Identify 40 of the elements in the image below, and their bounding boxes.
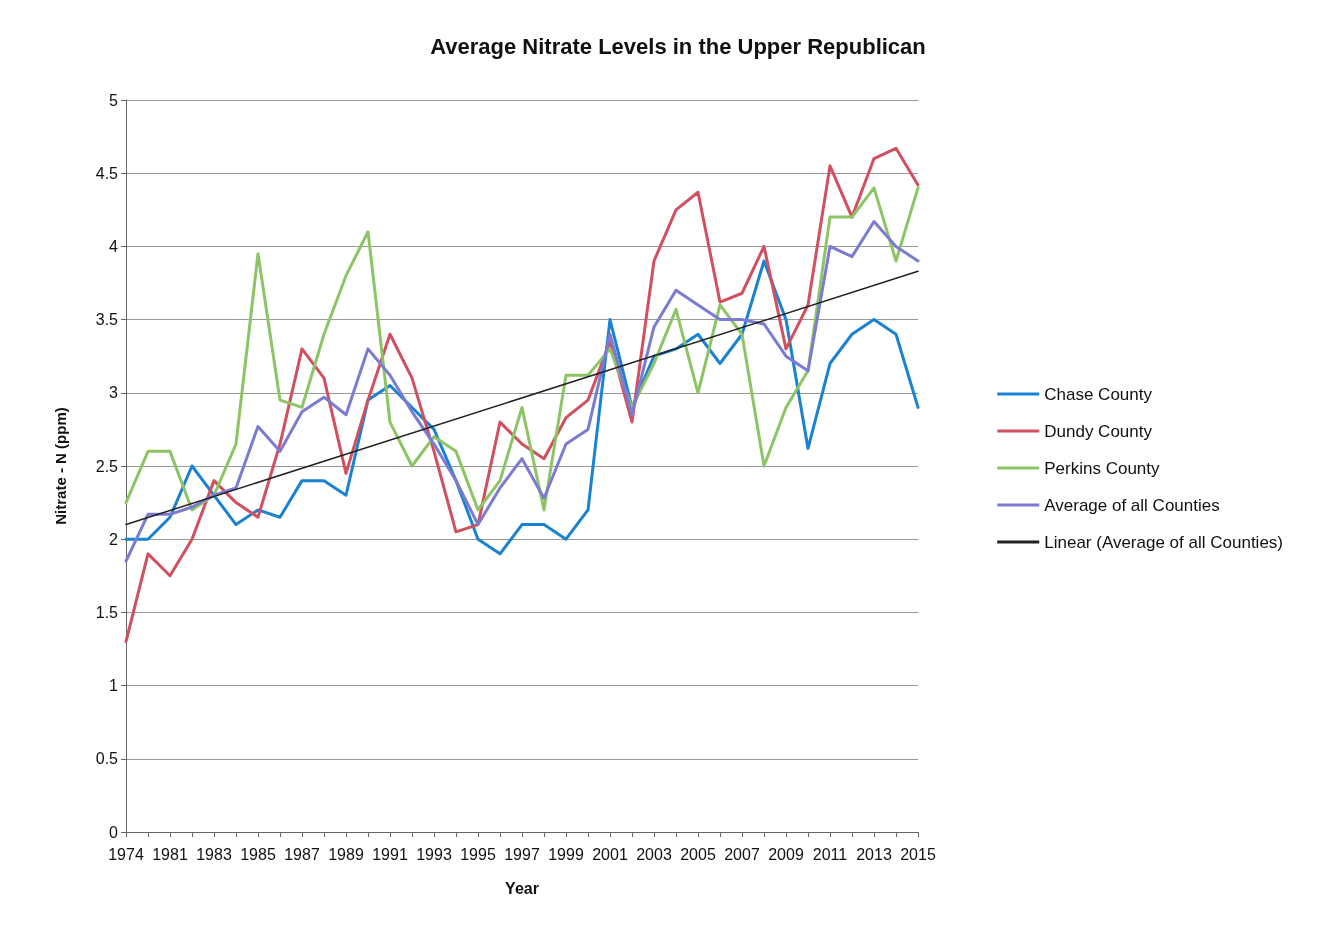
legend-label: Chase County <box>1044 384 1153 404</box>
legend-label: Perkins County <box>1044 458 1161 478</box>
y-tick-label: 0 <box>109 823 119 841</box>
x-tick-label: 1981 <box>152 845 188 863</box>
legend-label: Linear (Average of all Counties) <box>1044 532 1283 552</box>
y-tick-label: 2 <box>109 530 119 548</box>
x-tick-label: 1997 <box>504 845 540 863</box>
x-tick-label: 1995 <box>460 845 496 863</box>
y-tick-label: 1 <box>109 677 119 695</box>
y-tick-label: 3 <box>109 384 119 402</box>
x-tick-label: 2007 <box>724 845 760 863</box>
x-tick-label: 1974 <box>108 845 144 863</box>
legend-label: Dundy County <box>1044 421 1153 441</box>
x-tick-label: 2015 <box>900 845 936 863</box>
x-tick-label: 1999 <box>548 845 584 863</box>
legend-label: Average of all Counties <box>1044 495 1220 515</box>
x-tick-label: 1987 <box>284 845 320 863</box>
x-tick-label: 2003 <box>636 845 672 863</box>
y-tick-label: 1.5 <box>95 603 119 621</box>
y-tick-label: 2.5 <box>95 457 119 475</box>
y-tick-label: 4 <box>109 237 119 255</box>
x-tick-label: 2013 <box>856 845 892 863</box>
line-series <box>124 146 920 644</box>
x-tick-label: 2005 <box>680 845 716 863</box>
chart-title: Average Nitrate Levels in the Upper Republican <box>430 33 926 59</box>
x-tick-label: 2001 <box>592 845 628 863</box>
y-tick-label: 4.5 <box>95 164 119 182</box>
x-tick-label: 2011 <box>812 845 848 863</box>
x-tick-label: 1989 <box>328 845 364 863</box>
x-tick-label: 1991 <box>372 845 408 863</box>
y-tick-label: 3.5 <box>95 311 119 329</box>
y-tick-label: 0.5 <box>95 750 119 768</box>
x-tick-label: 2009 <box>768 845 804 863</box>
line-series <box>124 186 920 512</box>
x-tick-label: 1985 <box>240 845 276 863</box>
x-tick-label: 1983 <box>196 845 232 863</box>
y-tick-label: 5 <box>109 91 119 109</box>
y-axis-title: Nitrate - N (ppm) <box>52 407 69 525</box>
x-axis-title: Year <box>505 879 539 897</box>
x-tick-label: 1993 <box>416 845 452 863</box>
